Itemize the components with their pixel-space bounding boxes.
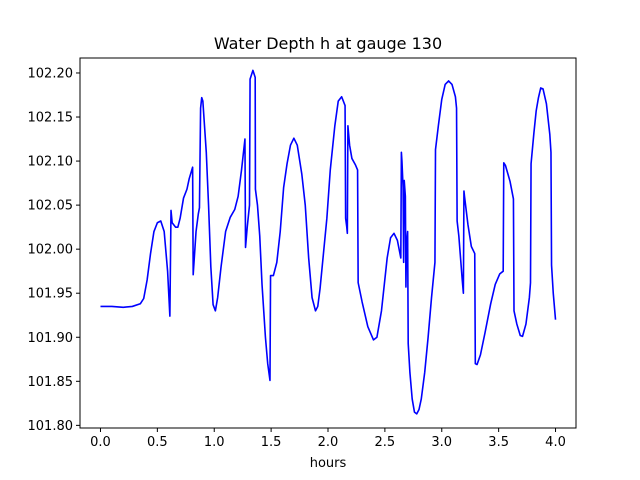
x-tick-label: 3.5 <box>488 435 509 450</box>
y-tick-label: 102.15 <box>28 111 74 126</box>
x-tick-label: 1.5 <box>261 435 282 450</box>
y-axis: 101.80 101.85 101.90 101.95 102.00 102.05 102.… <box>28 66 80 434</box>
plot-frame <box>79 57 577 429</box>
x-axis-title: hours <box>310 456 347 471</box>
x-tick-label: 1.0 <box>204 435 225 450</box>
y-tick-label: 102.20 <box>28 66 74 81</box>
x-tick-label: 2.5 <box>375 435 396 450</box>
series-line-0 <box>100 69 557 415</box>
y-tick-label: 101.85 <box>28 375 74 390</box>
y-tick-label: 102.00 <box>28 243 74 258</box>
y-tick-label: 101.90 <box>28 331 74 346</box>
y-tick-label: 101.80 <box>28 419 74 434</box>
y-tick-label: 101.95 <box>28 287 74 302</box>
x-tick-label: 4.0 <box>545 435 566 450</box>
x-tick-label: 0.0 <box>90 435 111 450</box>
plot-series <box>100 69 557 415</box>
x-tick-label: 0.5 <box>147 435 168 450</box>
y-tick-label: 102.10 <box>28 155 74 170</box>
x-axis: 0.0 0.5 1.0 1.5 2.0 2.5 3.0 3.5 4.0 <box>90 428 566 450</box>
x-tick-label: 2.0 <box>318 435 339 450</box>
x-tick-label: 3.0 <box>431 435 452 450</box>
chart-title: Water Depth h at gauge 130 <box>214 34 442 53</box>
y-tick-label: 102.05 <box>28 199 74 214</box>
